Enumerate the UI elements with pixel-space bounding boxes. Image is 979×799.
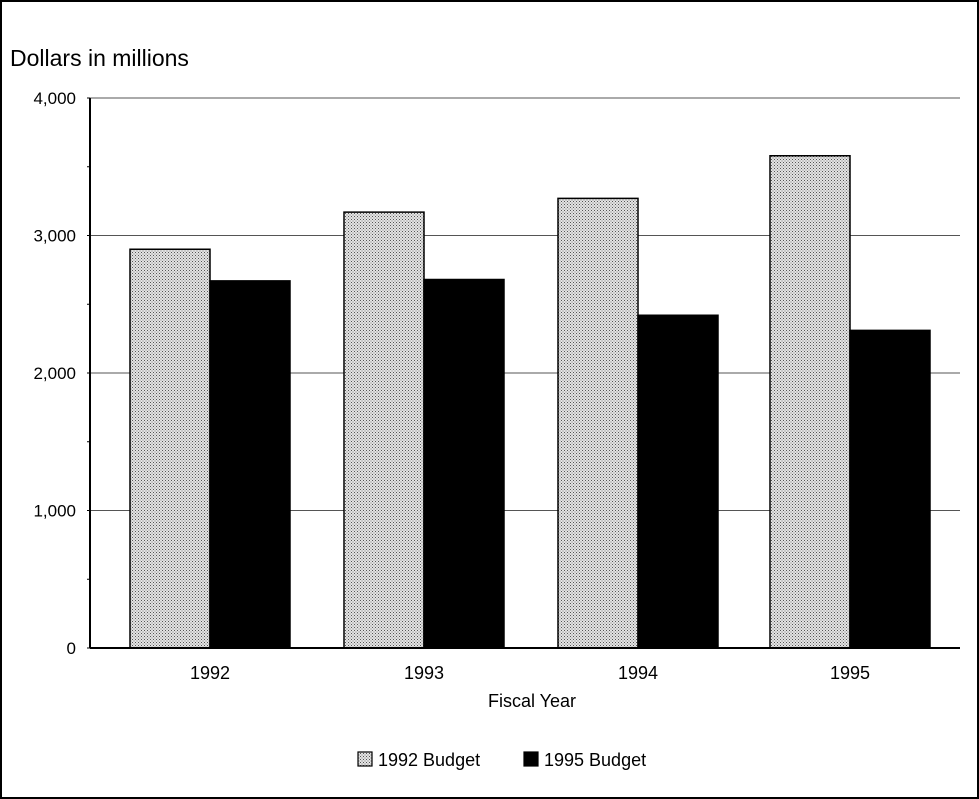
bar-1995-budget-1993 bbox=[423, 278, 505, 649]
legend-label: 1995 Budget bbox=[544, 750, 646, 770]
y-tick-labels: 0 1,000 2,000 3,000 4,000 bbox=[33, 89, 76, 658]
y-tick-label: 4,000 bbox=[33, 89, 76, 108]
bar-1995-budget-1994 bbox=[637, 314, 719, 649]
bar-1995-budget-1995 bbox=[849, 329, 931, 649]
y-tick-label: 2,000 bbox=[33, 364, 76, 383]
bar-1992-budget-1993 bbox=[343, 211, 425, 649]
x-tick-labels: 1992 1993 1994 1995 bbox=[190, 663, 870, 683]
x-tick-label: 1995 bbox=[830, 663, 870, 683]
x-tick-label: 1993 bbox=[404, 663, 444, 683]
legend-label: 1992 Budget bbox=[378, 750, 480, 770]
x-tick-label: 1994 bbox=[618, 663, 658, 683]
legend-swatch bbox=[357, 751, 373, 767]
bar-1992-budget-1992 bbox=[129, 248, 211, 649]
bar-1992-budget-1994 bbox=[557, 197, 639, 649]
bar-1992-budget-1995 bbox=[769, 155, 851, 649]
axes bbox=[87, 97, 960, 649]
bar-1995-budget-1992 bbox=[209, 280, 291, 649]
legend-swatch bbox=[523, 751, 539, 767]
x-tick-label: 1992 bbox=[190, 663, 230, 683]
y-tick-label: 1,000 bbox=[33, 502, 76, 521]
bars bbox=[129, 155, 931, 649]
y-tick-label: 0 bbox=[67, 639, 76, 658]
y-axis-title: Dollars in millions bbox=[10, 45, 189, 71]
legend: 1992 Budget 1995 Budget bbox=[357, 750, 646, 770]
y-tick-label: 3,000 bbox=[33, 227, 76, 246]
x-axis-title: Fiscal Year bbox=[488, 691, 576, 711]
